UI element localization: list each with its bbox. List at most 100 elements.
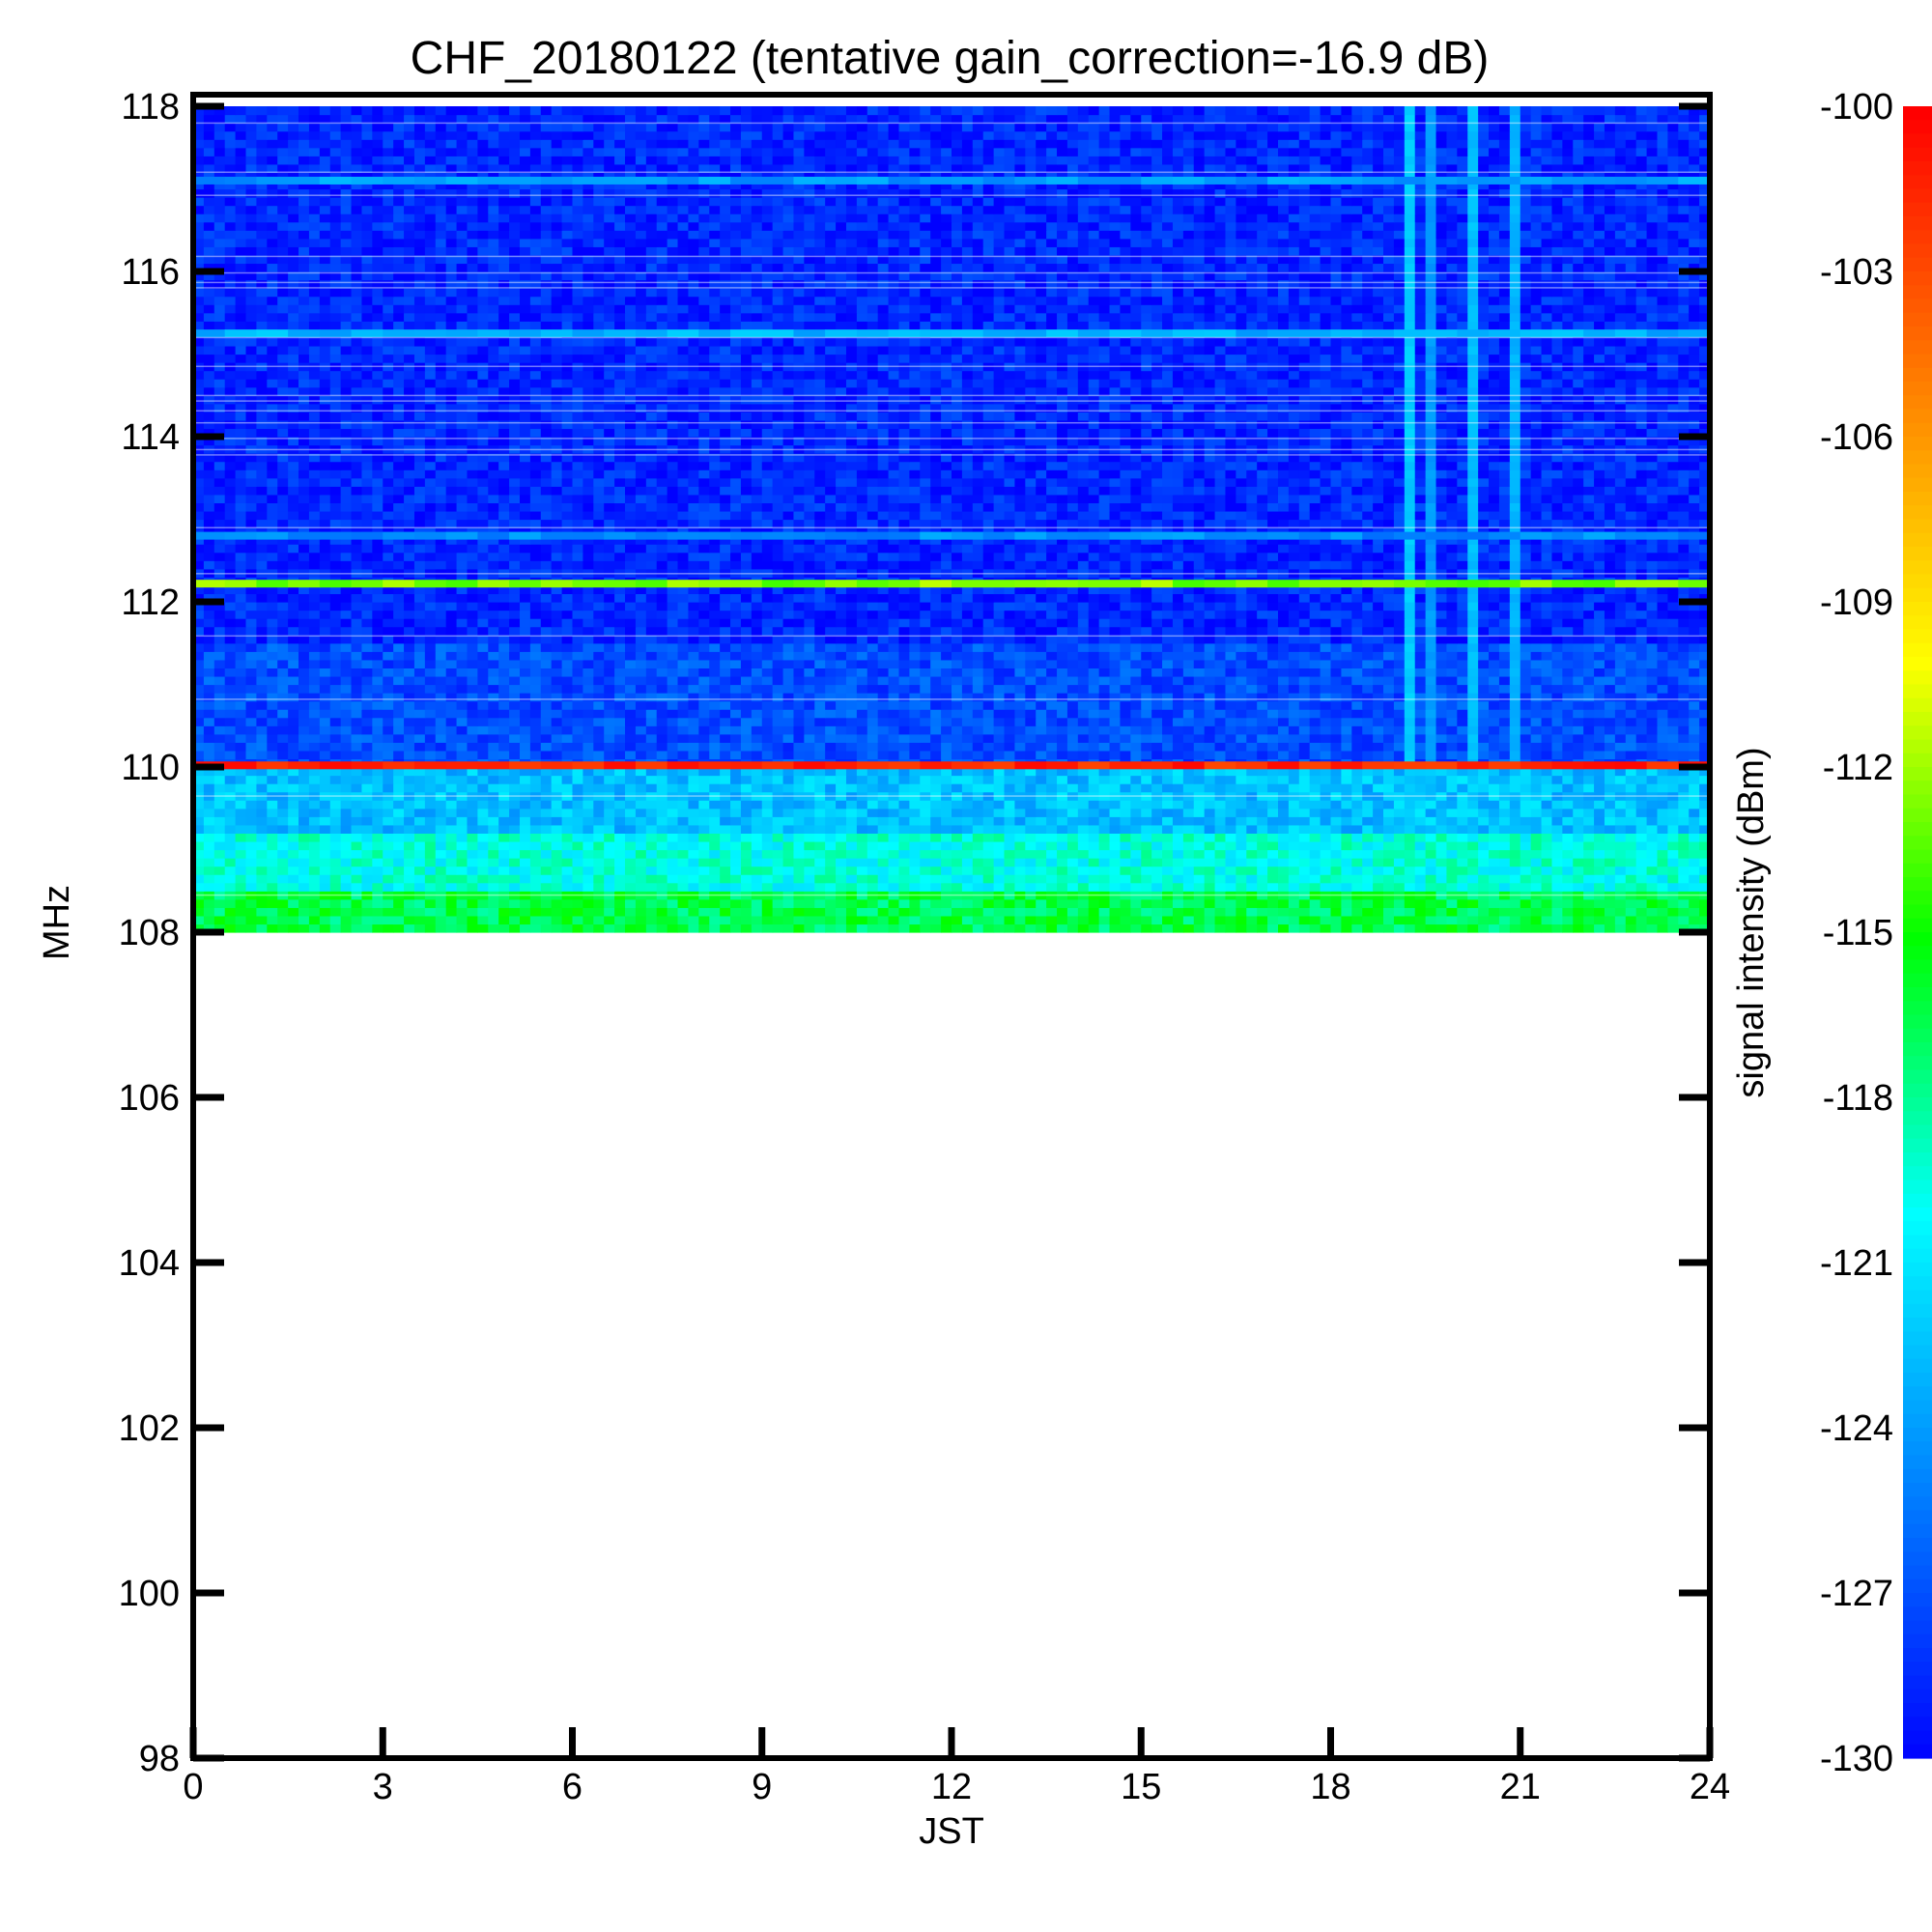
heatmap-cell	[1467, 882, 1479, 892]
heatmap-cell	[1046, 824, 1058, 834]
heatmap-cell	[1088, 775, 1100, 784]
heatmap-cell	[656, 907, 668, 917]
heatmap-cell	[909, 651, 921, 661]
heatmap-cell	[1520, 783, 1532, 793]
heatmap-cell	[372, 750, 384, 760]
heatmap-cell	[404, 693, 415, 702]
heatmap-cell	[888, 816, 900, 826]
heatmap-cell	[1014, 750, 1026, 760]
heatmap-cell	[751, 808, 763, 817]
heatmap-cell	[298, 800, 310, 810]
heatmap-cell	[720, 800, 731, 810]
heatmap-cell	[930, 709, 942, 719]
heatmap-cell	[193, 717, 205, 726]
heatmap-cell	[1446, 858, 1458, 867]
heatmap-cell	[730, 742, 742, 752]
heatmap-cell	[614, 742, 626, 752]
heatmap-cell	[1298, 824, 1311, 834]
heatmap-cell	[1277, 684, 1290, 694]
heatmap-cell	[614, 642, 626, 652]
heatmap-cell	[203, 693, 215, 702]
heatmap-cell	[1066, 733, 1079, 743]
heatmap-cell	[1288, 858, 1300, 867]
heatmap-cell	[1573, 651, 1584, 661]
heatmap-cell	[961, 858, 974, 867]
heatmap-cell	[1236, 824, 1247, 834]
heatmap-cell	[604, 675, 615, 686]
heatmap-cell	[856, 668, 868, 677]
heatmap-cell	[836, 642, 847, 652]
heatmap-cell	[319, 824, 331, 834]
heatmap-cell	[1594, 693, 1605, 702]
heatmap-cell	[1530, 849, 1543, 859]
heatmap-cell	[1025, 675, 1037, 686]
heatmap-cell	[445, 800, 458, 810]
heatmap-cell	[772, 849, 784, 859]
heatmap-cell	[645, 858, 658, 867]
heatmap-cell	[551, 800, 563, 810]
heatmap-cell	[751, 833, 763, 842]
heatmap-cell	[1120, 833, 1131, 842]
heatmap-cell	[825, 816, 837, 826]
heatmap-cell	[1182, 866, 1195, 875]
heatmap-cell	[519, 684, 531, 694]
heatmap-cell	[1414, 824, 1427, 834]
heatmap-cell	[1614, 923, 1627, 933]
heatmap-cell	[1362, 923, 1374, 933]
heatmap-cell	[1182, 651, 1195, 661]
heatmap-cell	[1225, 833, 1236, 842]
heatmap-cell	[645, 717, 658, 726]
heatmap-cell	[930, 750, 942, 760]
heatmap-cell	[930, 684, 942, 694]
heatmap-cell	[193, 866, 205, 875]
heatmap-cell	[1225, 791, 1236, 801]
heatmap-cell	[888, 700, 900, 710]
heatmap-cell	[877, 700, 890, 710]
heatmap-cell	[1130, 824, 1142, 834]
heatmap-cell	[941, 742, 952, 752]
heatmap-cell	[256, 833, 268, 842]
heatmap-cell	[614, 808, 626, 817]
heatmap-cell	[1689, 651, 1700, 661]
heatmap-cell	[1077, 816, 1090, 826]
heatmap-cell	[509, 800, 521, 810]
heatmap-cell	[1383, 783, 1395, 793]
heatmap-cell	[1162, 783, 1174, 793]
heatmap-cell	[1320, 783, 1332, 793]
heatmap-cell	[1393, 775, 1406, 784]
heatmap-cell	[645, 783, 658, 793]
heatmap-cell	[677, 693, 690, 702]
heatmap-cell	[1077, 750, 1090, 760]
heatmap-cell	[1520, 824, 1532, 834]
heatmap-cell	[424, 767, 437, 777]
heatmap-cell	[1193, 858, 1206, 867]
heatmap-cell	[1635, 775, 1648, 784]
heatmap-cell	[877, 791, 890, 801]
heatmap-cell	[667, 642, 679, 652]
heatmap-cell	[393, 733, 405, 743]
heatmap-cell	[1373, 791, 1384, 801]
heatmap-cell	[1414, 693, 1427, 702]
heatmap-cell	[1298, 767, 1311, 777]
heatmap-cell	[1066, 840, 1079, 851]
heatmap-cell	[1193, 767, 1206, 777]
heatmap-cell	[761, 709, 774, 719]
heatmap-cell	[1246, 858, 1258, 867]
heatmap-cell	[1330, 898, 1342, 908]
heatmap-cell	[1551, 791, 1563, 801]
heatmap-cell	[561, 659, 574, 668]
heatmap-cell	[972, 874, 984, 884]
heatmap-cell	[519, 800, 531, 810]
heatmap-cell	[372, 833, 384, 842]
heatmap-cell	[856, 684, 868, 694]
heatmap-cell	[888, 709, 900, 719]
heatmap-cell	[1204, 849, 1216, 859]
heatmap-cell	[1351, 923, 1363, 933]
heatmap-cell	[1414, 858, 1427, 867]
heatmap-cell	[993, 700, 1006, 710]
heatmap-cell	[277, 725, 289, 735]
heatmap-cell	[1098, 700, 1111, 710]
heatmap-cell	[1425, 668, 1437, 677]
heatmap-cell	[413, 882, 426, 892]
heatmap-cell	[1193, 808, 1206, 817]
